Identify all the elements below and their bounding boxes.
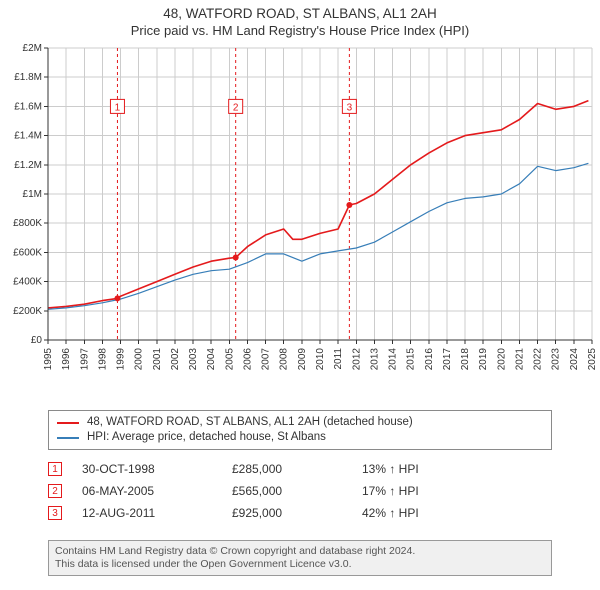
- svg-text:2019: 2019: [478, 348, 489, 371]
- svg-text:2003: 2003: [188, 348, 199, 371]
- event-vs-hpi: 42% ↑ HPI: [362, 506, 419, 520]
- chart-container: £0 £200K £400K £600K £800K £1M £1.2M £1.4M £1.6M…: [0, 40, 600, 400]
- svg-text:2001: 2001: [152, 348, 163, 371]
- svg-text:2014: 2014: [388, 348, 399, 371]
- svg-text:2013: 2013: [369, 348, 380, 371]
- event-marker-box: 3: [48, 506, 62, 520]
- svg-text:2017: 2017: [442, 348, 453, 371]
- svg-text:3: 3: [347, 102, 353, 113]
- event-row: 1 30-OCT-1998 £285,000 13% ↑ HPI: [48, 462, 552, 476]
- legend-swatch: [57, 422, 79, 424]
- event-marker-box: 2: [48, 484, 62, 498]
- svg-text:£1M: £1M: [23, 189, 42, 200]
- event-marker-box: 1: [48, 462, 62, 476]
- event-row: 3 12-AUG-2011 £925,000 42% ↑ HPI: [48, 506, 552, 520]
- svg-text:2022: 2022: [533, 348, 544, 371]
- svg-text:£800K: £800K: [13, 218, 42, 229]
- attribution-line: Contains HM Land Registry data © Crown c…: [55, 545, 545, 558]
- attribution-line: This data is licensed under the Open Gov…: [55, 558, 545, 571]
- svg-text:2007: 2007: [261, 348, 272, 371]
- legend-item: HPI: Average price, detached house, St A…: [57, 430, 543, 445]
- svg-text:2024: 2024: [569, 348, 580, 371]
- event-price: £925,000: [232, 506, 362, 520]
- svg-text:1999: 1999: [116, 348, 127, 371]
- line-chart: £0 £200K £400K £600K £800K £1M £1.2M £1.4M £1.6M…: [0, 40, 600, 400]
- svg-text:£1.2M: £1.2M: [14, 160, 42, 171]
- svg-text:£400K: £400K: [13, 277, 42, 288]
- svg-text:£1.8M: £1.8M: [14, 72, 42, 83]
- svg-text:2025: 2025: [587, 348, 598, 371]
- svg-text:2010: 2010: [315, 348, 326, 371]
- svg-text:£1.4M: £1.4M: [14, 131, 42, 142]
- event-price: £285,000: [232, 462, 362, 476]
- svg-text:2011: 2011: [333, 348, 344, 370]
- event-date: 12-AUG-2011: [82, 506, 232, 520]
- legend: 48, WATFORD ROAD, ST ALBANS, AL1 2AH (de…: [48, 410, 552, 450]
- events-table: 1 30-OCT-1998 £285,000 13% ↑ HPI 2 06-MA…: [48, 454, 552, 528]
- svg-text:2012: 2012: [351, 348, 362, 371]
- svg-text:£2M: £2M: [23, 43, 42, 54]
- svg-text:2009: 2009: [297, 348, 308, 371]
- svg-text:2023: 2023: [551, 348, 562, 371]
- legend-label: 48, WATFORD ROAD, ST ALBANS, AL1 2AH (de…: [87, 415, 413, 430]
- svg-text:2008: 2008: [279, 348, 290, 371]
- svg-text:1995: 1995: [43, 348, 54, 371]
- svg-text:2: 2: [233, 102, 239, 113]
- svg-text:2021: 2021: [514, 348, 525, 371]
- svg-text:1: 1: [115, 102, 121, 113]
- legend-label: HPI: Average price, detached house, St A…: [87, 430, 326, 445]
- event-vs-hpi: 17% ↑ HPI: [362, 484, 419, 498]
- svg-text:2016: 2016: [424, 348, 435, 371]
- title-sub: Price paid vs. HM Land Registry's House …: [0, 23, 600, 38]
- svg-text:2000: 2000: [134, 348, 145, 371]
- svg-text:2015: 2015: [406, 348, 417, 371]
- svg-text:2006: 2006: [242, 348, 253, 371]
- svg-text:2002: 2002: [170, 348, 181, 371]
- svg-text:£0: £0: [31, 335, 43, 346]
- event-price: £565,000: [232, 484, 362, 498]
- svg-text:2018: 2018: [460, 348, 471, 371]
- svg-text:2020: 2020: [496, 348, 507, 371]
- svg-text:1997: 1997: [79, 348, 90, 371]
- event-date: 30-OCT-1998: [82, 462, 232, 476]
- svg-text:2005: 2005: [224, 348, 235, 371]
- svg-text:£200K: £200K: [13, 306, 42, 317]
- legend-swatch: [57, 437, 79, 439]
- event-date: 06-MAY-2005: [82, 484, 232, 498]
- svg-text:2004: 2004: [206, 348, 217, 371]
- attribution-box: Contains HM Land Registry data © Crown c…: [48, 540, 552, 576]
- svg-text:£600K: £600K: [13, 247, 42, 258]
- svg-text:1996: 1996: [61, 348, 72, 371]
- title-main: 48, WATFORD ROAD, ST ALBANS, AL1 2AH: [0, 6, 600, 21]
- svg-text:1998: 1998: [97, 348, 108, 371]
- event-row: 2 06-MAY-2005 £565,000 17% ↑ HPI: [48, 484, 552, 498]
- svg-text:£1.6M: £1.6M: [14, 101, 42, 112]
- legend-item: 48, WATFORD ROAD, ST ALBANS, AL1 2AH (de…: [57, 415, 543, 430]
- event-vs-hpi: 13% ↑ HPI: [362, 462, 419, 476]
